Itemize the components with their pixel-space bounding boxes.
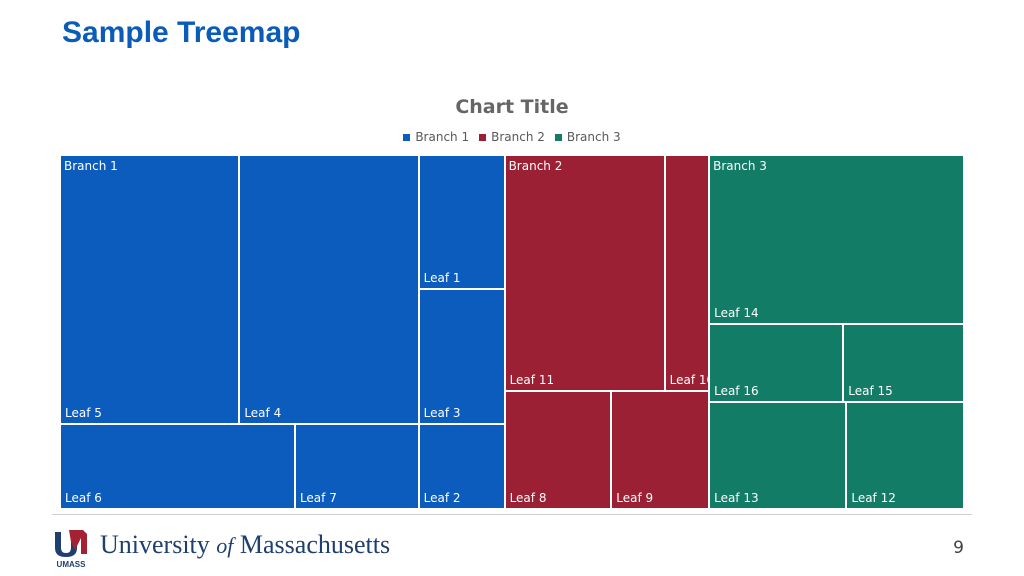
university-name-suffix: Massachusetts xyxy=(233,530,391,559)
treemap-tile-leaf-6: Leaf 6 xyxy=(60,424,295,509)
treemap-leaf-label: Leaf 4 xyxy=(244,406,282,421)
umass-logo-text: UMASS xyxy=(57,560,87,568)
legend-swatch xyxy=(403,133,411,141)
umass-logo: UMASS xyxy=(53,528,89,568)
page-number: 9 xyxy=(953,538,964,558)
treemap-leaf-label: Leaf 2 xyxy=(423,490,461,505)
treemap-leaf-label: Leaf 14 xyxy=(714,305,759,320)
legend-item-branch-3: Branch 3 xyxy=(554,130,621,144)
treemap-leaf-label: Leaf 9 xyxy=(616,491,654,505)
legend-label: Branch 1 xyxy=(415,130,470,144)
chart-legend: Branch 1 Branch 2 Branch 3 xyxy=(0,130,1024,144)
treemap-branch-label: Branch 1 xyxy=(64,159,118,173)
slide-title: Sample Treemap xyxy=(62,16,301,49)
legend-swatch xyxy=(554,133,562,141)
treemap-branch-label: Branch 2 xyxy=(508,159,563,173)
university-name-of: of xyxy=(216,533,234,558)
treemap-leaf-label: Leaf 15 xyxy=(848,383,893,398)
treemap-tile-leaf-7: Leaf 7 xyxy=(294,424,419,509)
treemap-tile-leaf-2: Leaf 2 xyxy=(418,423,505,509)
treemap-tile-leaf-5: Leaf 5 xyxy=(60,155,240,425)
treemap-leaf-label: Leaf 7 xyxy=(299,490,337,505)
legend-item-branch-2: Branch 2 xyxy=(479,130,545,144)
treemap-leaf-label: Leaf 16 xyxy=(714,383,759,398)
treemap-tile-leaf-4: Leaf 4 xyxy=(239,155,419,425)
treemap-branch-label: Branch 3 xyxy=(713,159,767,173)
treemap-leaf-label: Leaf 3 xyxy=(423,405,461,420)
treemap-leaf-label: Leaf 1 xyxy=(423,271,461,286)
treemap-tile-leaf-12: Leaf 12 xyxy=(846,401,964,509)
treemap-tile-leaf-16: Leaf 16 xyxy=(709,323,844,402)
treemap-leaf-label: Leaf 6 xyxy=(65,490,102,505)
treemap-tile-leaf-11: Leaf 11 xyxy=(504,155,665,391)
legend-label: Branch 2 xyxy=(491,130,545,144)
university-name-prefix: University xyxy=(100,530,217,559)
treemap-leaf-label: Leaf 11 xyxy=(509,373,555,387)
treemap-leaf-label: Leaf 5 xyxy=(65,406,102,421)
university-name: University of Massachusetts xyxy=(100,530,390,560)
treemap-tile-leaf-15: Leaf 15 xyxy=(843,323,964,402)
treemap-tile-leaf-8: Leaf 8 xyxy=(504,391,612,509)
treemap-tile-leaf-10: Leaf 10 xyxy=(664,155,714,391)
footer-divider xyxy=(52,514,972,515)
treemap-tile-leaf-3: Leaf 3 xyxy=(418,289,505,424)
treemap-leaf-label: Leaf 10 xyxy=(669,373,715,387)
treemap-tile-leaf-13: Leaf 13 xyxy=(709,401,847,509)
chart-title: Chart Title xyxy=(455,96,569,118)
treemap-leaf-label: Leaf 8 xyxy=(509,491,547,505)
treemap-tile-leaf-14: Leaf 14 xyxy=(709,155,964,324)
treemap-chart: Leaf 5 Leaf 4 Leaf 6 Leaf 7 Leaf 1 Leaf 3 Leaf… xyxy=(60,155,964,509)
treemap-leaf-label: Leaf 12 xyxy=(851,490,896,505)
legend-item-branch-1: Branch 1 xyxy=(403,130,469,144)
legend-swatch xyxy=(479,133,487,141)
treemap-leaf-label: Leaf 13 xyxy=(714,490,759,505)
legend-label: Branch 3 xyxy=(566,130,621,144)
treemap-tile-leaf-9: Leaf 9 xyxy=(611,391,710,509)
treemap-tile-leaf-1: Leaf 1 xyxy=(418,155,505,290)
